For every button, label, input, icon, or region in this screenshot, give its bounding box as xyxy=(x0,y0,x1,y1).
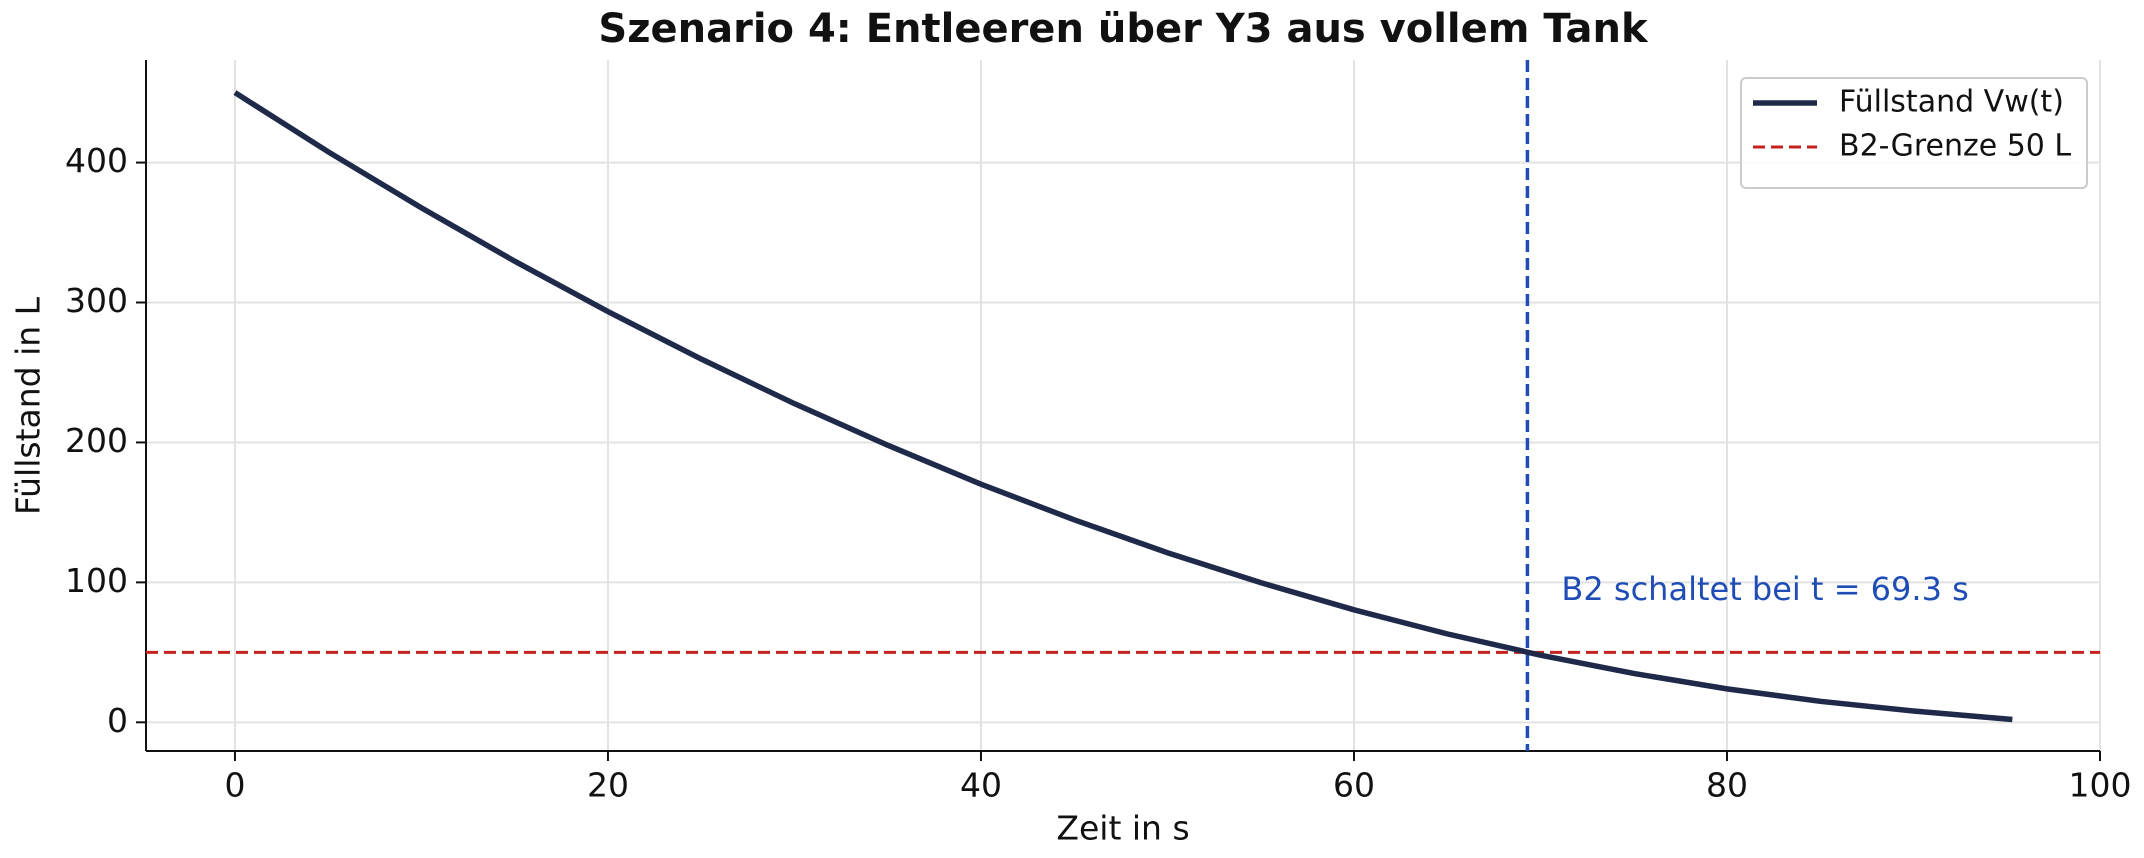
legend-box xyxy=(1740,77,2088,189)
line-series xyxy=(233,90,2013,723)
legend-label: B2-Grenze 50 L xyxy=(1839,129,2071,164)
x-tick-label: 40 xyxy=(960,766,1002,805)
x-tick-label: 0 xyxy=(224,766,245,805)
y-tick-label: 300 xyxy=(65,281,128,320)
y-tick-label: 0 xyxy=(107,701,128,740)
x-tick-label: 20 xyxy=(587,766,629,805)
annotation: B2 schaltet bei t = 69.3 s xyxy=(1561,570,1968,608)
x-tick-label: 60 xyxy=(1333,766,1375,805)
legend-label: Füllstand Vw(t) xyxy=(1839,85,2064,120)
chart-title: Szenario 4: Entleeren über Y3 aus vollem… xyxy=(598,6,1649,52)
y-tick-label: 200 xyxy=(65,421,128,460)
y-tick-label: 100 xyxy=(65,561,128,600)
x-tick-label: 80 xyxy=(1706,766,1748,805)
y-axis-label: Füllstand in L xyxy=(9,296,48,515)
x-tick-label: 100 xyxy=(2069,766,2132,805)
x-axis-label: Zeit in s xyxy=(1056,809,1189,848)
y-tick-label: 400 xyxy=(65,141,128,180)
